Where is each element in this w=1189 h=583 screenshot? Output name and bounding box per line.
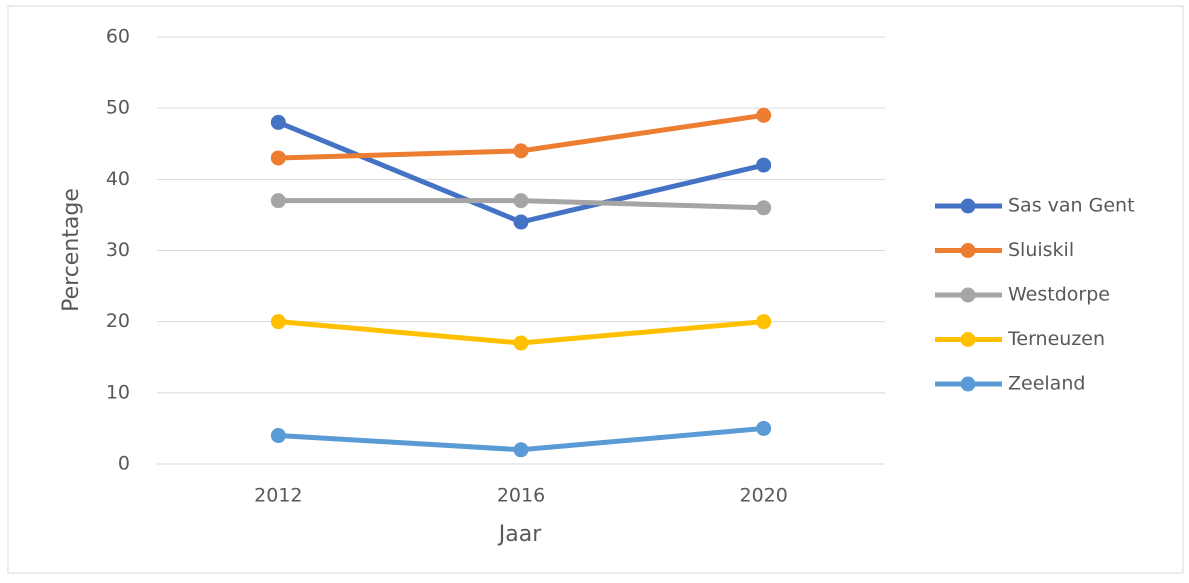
legend-marker — [960, 198, 976, 214]
data-point — [756, 157, 772, 173]
chart-frame — [7, 5, 1184, 574]
x-tick-label: 2016 — [497, 485, 545, 507]
data-point — [513, 143, 529, 159]
legend-label: Sluiskil — [1008, 239, 1074, 261]
y-tick-label: 60 — [106, 26, 130, 48]
data-point — [270, 314, 286, 330]
data-point — [756, 107, 772, 123]
data-point — [513, 442, 529, 458]
y-tick-label: 10 — [106, 381, 130, 403]
legend-marker — [960, 376, 976, 392]
legend-label: Terneuzen — [1007, 328, 1105, 350]
legend-marker — [960, 243, 976, 258]
y-tick-label: 0 — [118, 453, 130, 475]
data-point — [756, 314, 772, 330]
x-axis-label: Jaar — [497, 522, 542, 547]
legend-label: Zeeland — [1008, 373, 1085, 395]
legend-label: Westdorpe — [1008, 284, 1110, 306]
legend-marker — [960, 287, 976, 303]
data-point — [513, 335, 529, 351]
legend-marker — [960, 332, 976, 347]
data-point — [513, 214, 529, 230]
y-axis-label: Percentage — [59, 188, 84, 312]
data-point — [756, 420, 772, 436]
x-tick-label: 2012 — [254, 485, 302, 507]
legend-label: Sas van Gent — [1008, 195, 1135, 217]
y-tick-label: 50 — [106, 97, 130, 119]
data-point — [756, 200, 772, 216]
data-point — [270, 150, 286, 166]
x-tick-label: 2020 — [739, 485, 787, 507]
data-point — [513, 193, 529, 209]
y-tick-label: 20 — [106, 310, 130, 332]
data-point — [270, 114, 286, 130]
data-point — [270, 193, 286, 209]
y-tick-label: 40 — [106, 168, 130, 190]
y-tick-label: 30 — [106, 239, 130, 261]
data-point — [270, 428, 286, 444]
